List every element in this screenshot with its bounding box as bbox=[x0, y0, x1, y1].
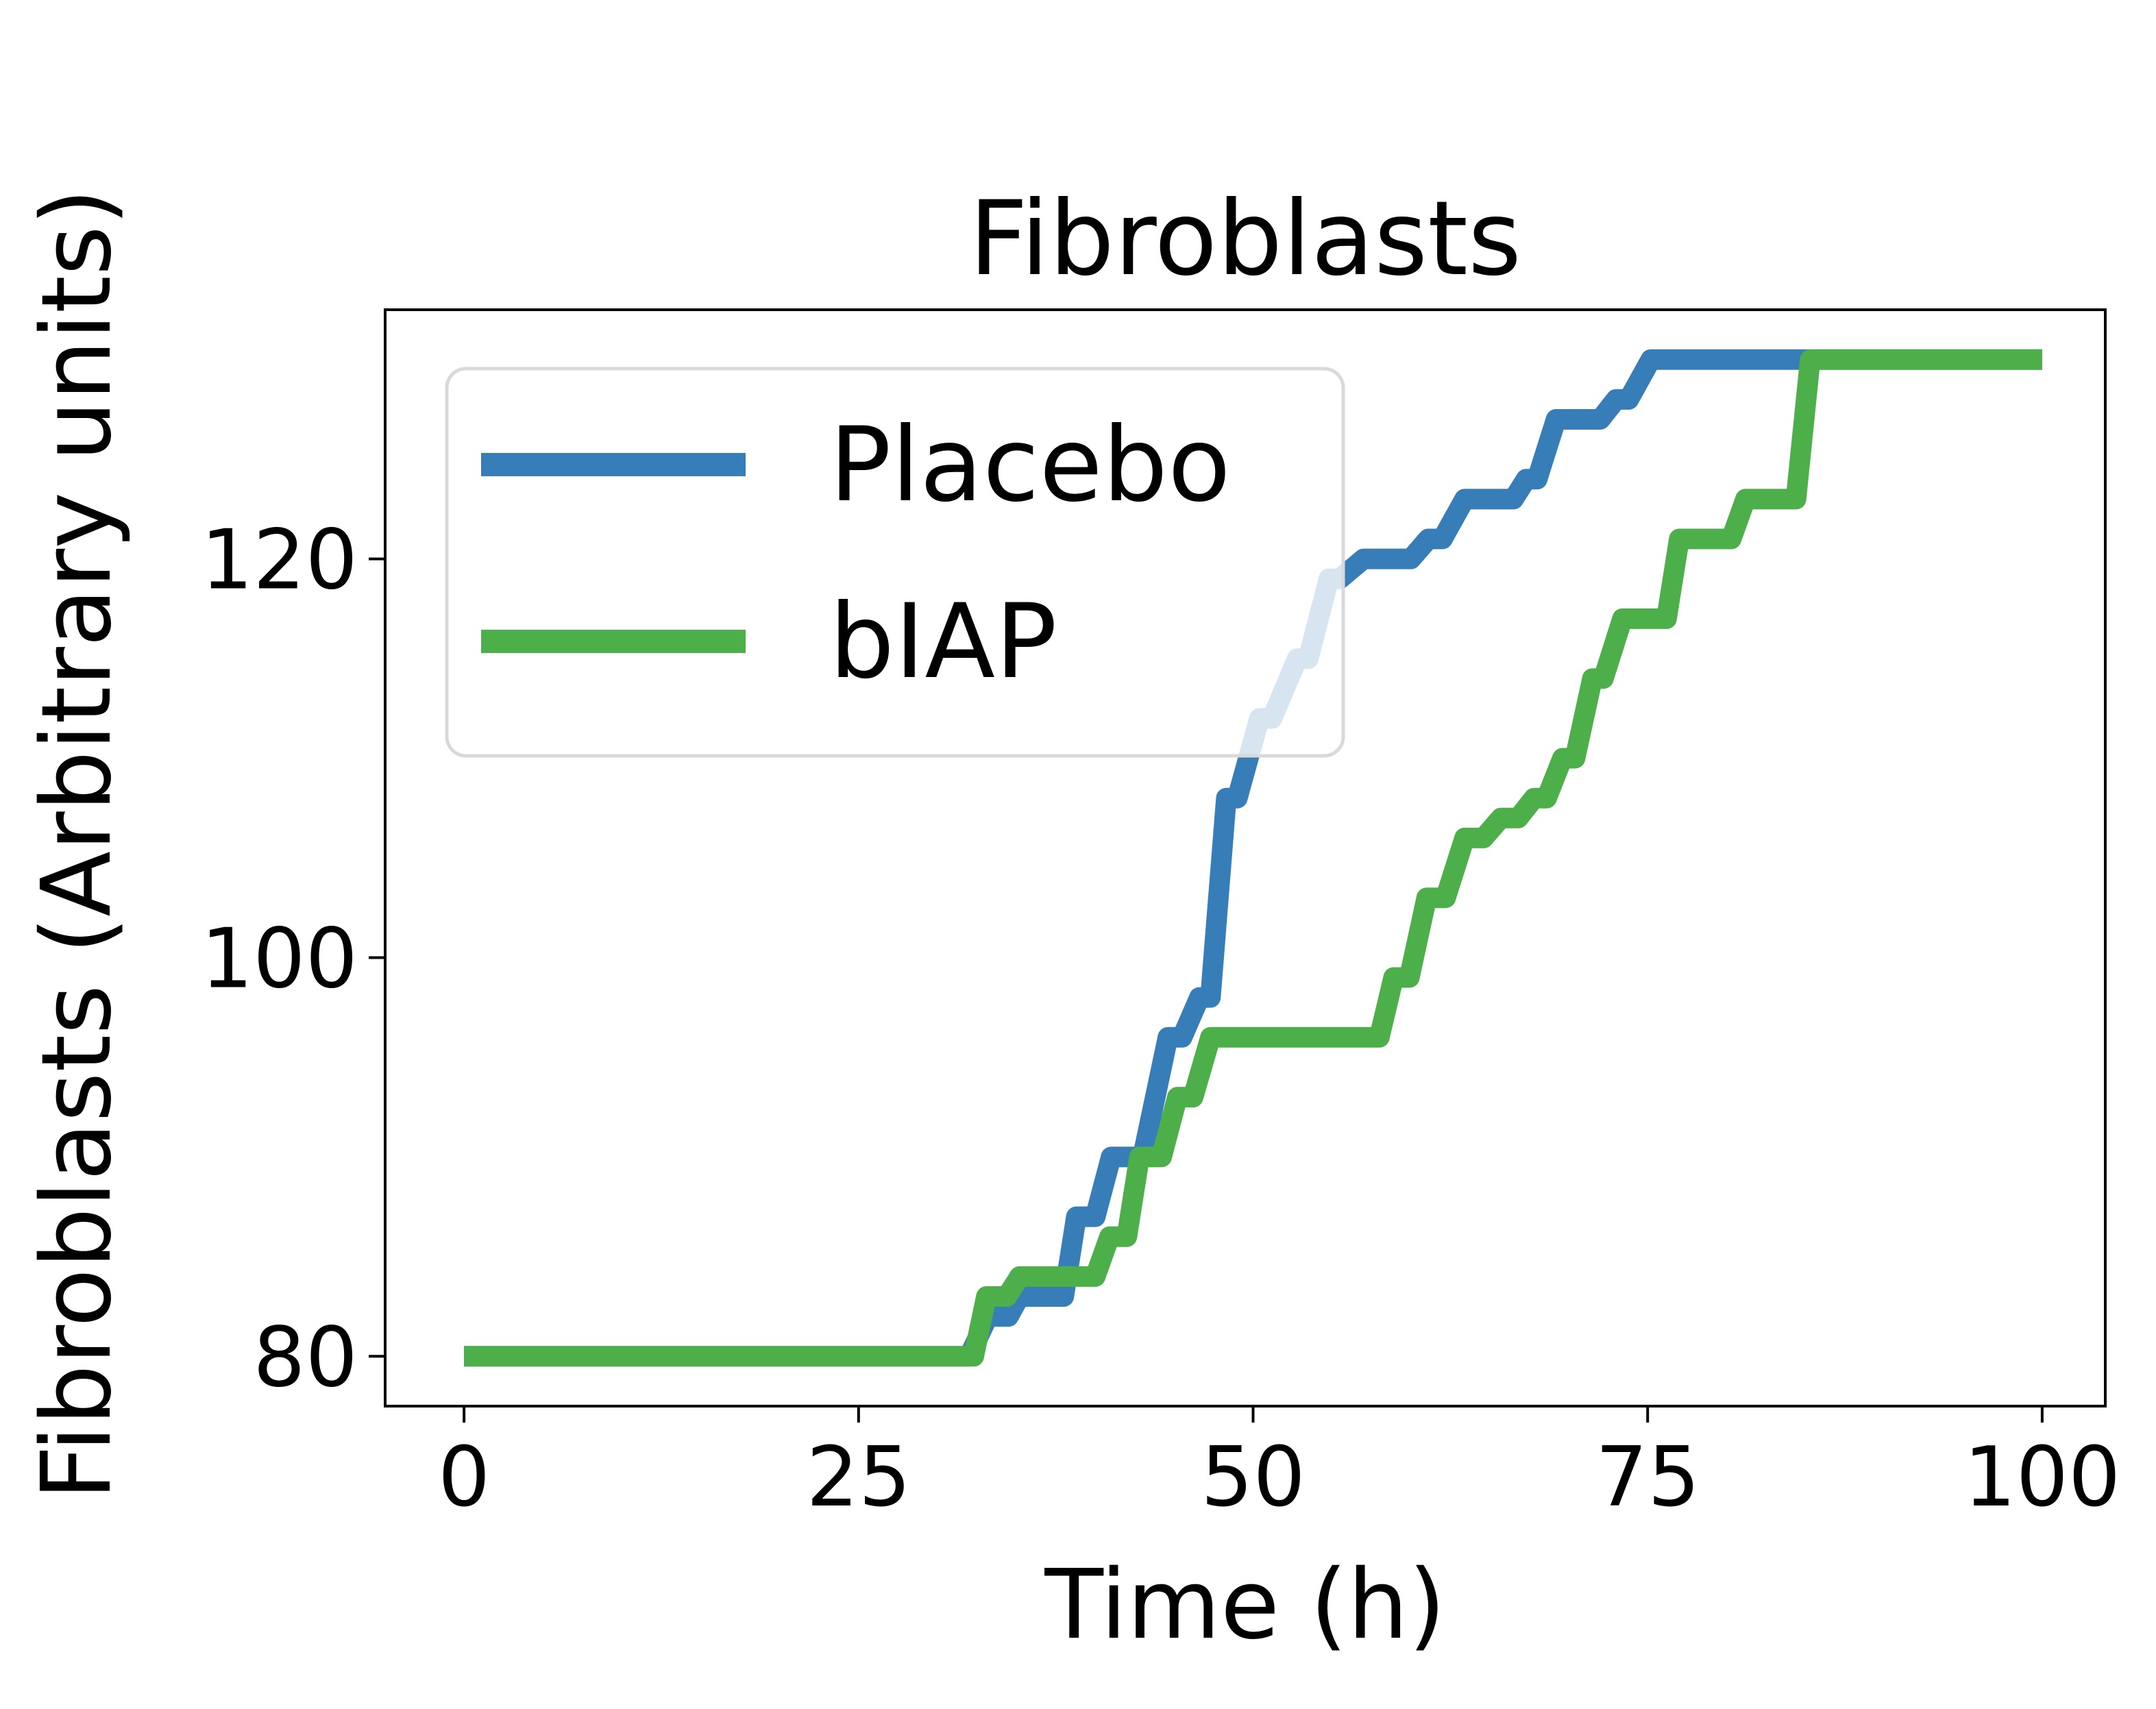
plot-frame bbox=[384, 308, 2107, 1407]
x-tick-label: 25 bbox=[806, 1430, 911, 1525]
legend: Placebo bIAP bbox=[445, 367, 1345, 758]
chart-title: Fibroblasts bbox=[969, 180, 1521, 299]
y-tick-label: 80 bbox=[253, 1310, 358, 1405]
y-tick-label: 100 bbox=[201, 911, 358, 1007]
x-tick-label: 50 bbox=[1201, 1430, 1306, 1525]
x-tick-label: 0 bbox=[438, 1430, 490, 1525]
legend-label-biap: bIAP bbox=[829, 582, 1057, 702]
y-tick-label: 120 bbox=[201, 513, 358, 608]
y-axis-label: Fibroblasts (Arbitrary units) bbox=[21, 188, 133, 1501]
ticks-layer: 0 25 50 75 100 80 100 120 bbox=[201, 513, 2120, 1525]
x-tick-label: 75 bbox=[1595, 1430, 1700, 1525]
x-axis-label: Time (h) bbox=[1044, 1549, 1445, 1661]
legend-label-placebo: Placebo bbox=[829, 406, 1231, 525]
x-tick-label: 100 bbox=[1963, 1430, 2120, 1525]
series-line-biap bbox=[464, 349, 2042, 1367]
